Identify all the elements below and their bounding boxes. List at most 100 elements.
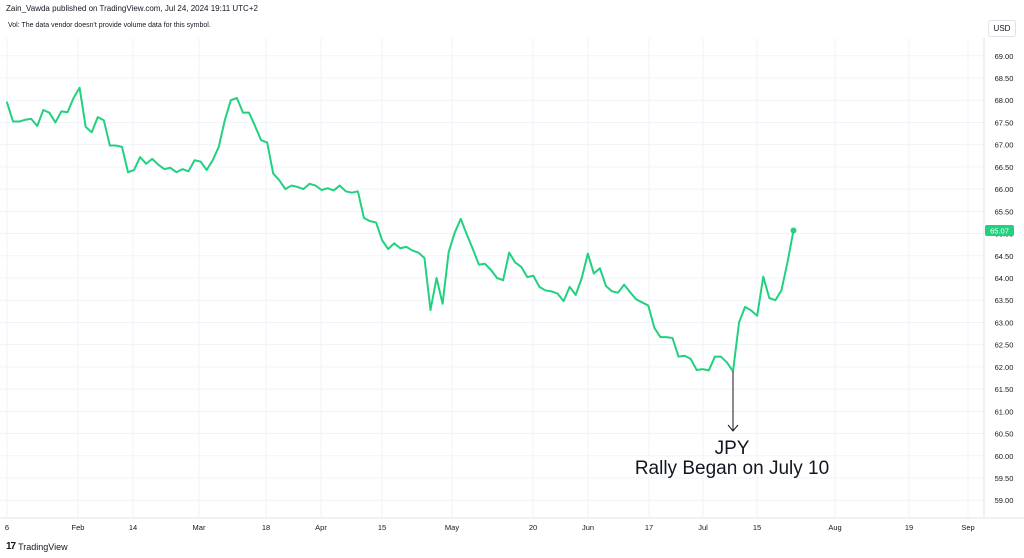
price-point: [551, 290, 553, 292]
y-tick-label: 61.00: [995, 407, 1014, 416]
price-point: [30, 118, 32, 120]
price-point: [290, 185, 292, 187]
y-tick-label: 69.00: [995, 52, 1014, 61]
price-point: [169, 167, 171, 169]
price-point: [36, 125, 38, 127]
price-point: [236, 97, 238, 99]
price-point: [139, 156, 141, 158]
price-point: [623, 284, 625, 286]
price-point: [151, 158, 153, 160]
price-axis: 69.00 68.50 68.00 67.50 67.00 66.50 66.00 65.50…: [995, 52, 1014, 505]
tradingview-brand: TradingView: [18, 541, 68, 552]
price-point: [738, 321, 740, 323]
price-point: [284, 188, 286, 190]
price-point: [569, 286, 571, 288]
y-tick-label: 63.50: [995, 296, 1014, 305]
x-tick-label: 17: [645, 523, 653, 532]
price-point: [659, 336, 661, 338]
price-point: [599, 267, 601, 269]
price-point: [163, 168, 165, 170]
x-tick-label: 15: [753, 523, 761, 532]
grid-lines: [0, 38, 984, 518]
x-tick-label: Sep: [961, 523, 974, 532]
price-point: [369, 220, 371, 222]
price-point: [357, 190, 359, 192]
price-point: [593, 273, 595, 275]
price-point: [472, 248, 474, 250]
annotation-title: JPY: [715, 438, 750, 459]
price-point: [417, 252, 419, 254]
price-point: [302, 188, 304, 190]
y-tick-label: 62.00: [995, 363, 1014, 372]
price-point: [248, 112, 250, 114]
currency-button[interactable]: USD: [988, 20, 1016, 37]
price-point: [321, 189, 323, 191]
price-point: [85, 126, 87, 128]
last-price-label: 65.07: [990, 226, 1009, 235]
y-tick-label: 60.50: [995, 430, 1014, 439]
price-point: [448, 251, 450, 253]
price-point: [423, 257, 425, 259]
price-point: [188, 170, 190, 172]
price-point: [690, 358, 692, 360]
price-point: [260, 139, 262, 141]
price-point: [563, 300, 565, 302]
price-point: [24, 119, 26, 121]
price-point: [133, 169, 135, 171]
price-point: [514, 261, 516, 263]
y-tick-label: 67.50: [995, 118, 1014, 127]
price-point: [79, 87, 81, 89]
tradingview-logo-icon: 17: [6, 541, 16, 552]
price-point: [496, 277, 498, 279]
price-point: [103, 119, 105, 121]
price-point: [181, 168, 183, 170]
price-point: [581, 277, 583, 279]
last-price-badge: [985, 224, 1014, 236]
price-point: [345, 190, 347, 192]
price-point: [242, 112, 244, 114]
price-point: [672, 337, 674, 339]
price-point: [91, 131, 93, 133]
price-point: [73, 97, 75, 99]
price-point: [774, 299, 776, 301]
price-point: [272, 173, 274, 175]
y-tick-label: 65.50: [995, 207, 1014, 216]
price-point: [145, 163, 147, 165]
price-point: [18, 121, 20, 123]
annotation-arrowhead: [727, 424, 739, 432]
price-point: [405, 246, 407, 248]
y-tick-label: 61.50: [995, 385, 1014, 394]
y-tick-label: 59.50: [995, 474, 1014, 483]
price-point: [351, 192, 353, 194]
price-point: [786, 261, 788, 263]
price-point: [157, 164, 159, 166]
y-tick-label: 68.00: [995, 96, 1014, 105]
price-point: [478, 264, 480, 266]
price-point: [375, 221, 377, 223]
price-point: [333, 189, 335, 191]
x-tick-label: Jun: [582, 523, 594, 532]
price-point: [381, 239, 383, 241]
y-tick-label: 62.50: [995, 341, 1014, 350]
tradingview-footer[interactable]: 17 TradingView: [6, 541, 68, 552]
y-tick-label: 67.00: [995, 141, 1014, 150]
price-point: [218, 146, 220, 148]
x-tick-label: Feb: [72, 523, 85, 532]
price-point: [502, 279, 504, 281]
price-point: [696, 369, 698, 371]
price-point: [635, 298, 637, 300]
y-tick-label: 68.50: [995, 74, 1014, 83]
y-tick-label: 60.00: [995, 452, 1014, 461]
price-point: [339, 185, 341, 187]
price-point: [714, 356, 716, 358]
price-point: [194, 159, 196, 161]
price-point: [266, 141, 268, 143]
x-tick-label: Aug: [828, 523, 841, 532]
price-point: [454, 232, 456, 234]
price-point: [54, 121, 56, 123]
y-tick-label: 66.50: [995, 163, 1014, 172]
price-point: [629, 291, 631, 293]
price-point: [484, 263, 486, 265]
x-tick-label: 6: [5, 523, 9, 532]
